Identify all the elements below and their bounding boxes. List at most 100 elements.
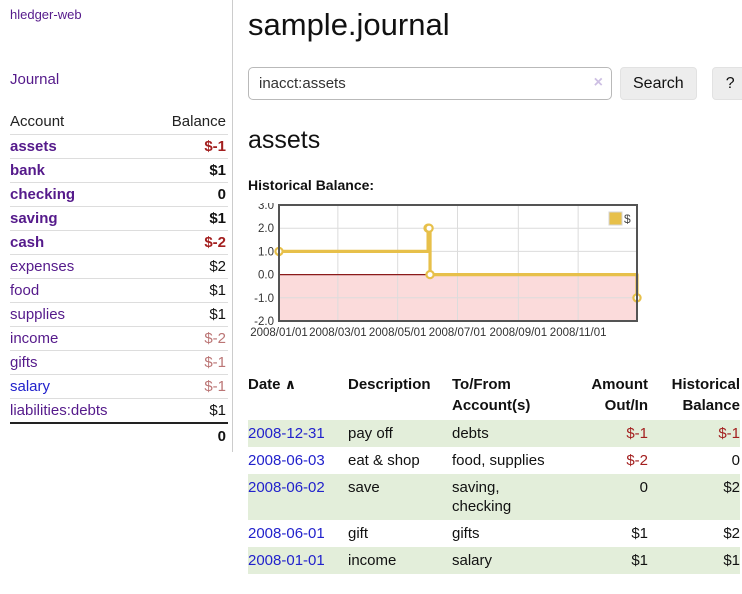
account-link-assets[interactable]: assets: [10, 138, 57, 155]
account-balance: $1: [209, 210, 226, 227]
accounts-header-row: Account Balance: [10, 109, 228, 135]
account-row: income $-2: [10, 327, 228, 351]
transaction-accounts: saving, checking: [452, 479, 512, 515]
transaction-amount: $-1: [626, 425, 648, 442]
transaction-balance: $2: [723, 525, 740, 542]
accounts-total-spacer: [10, 423, 148, 448]
account-row: assets $-1: [10, 135, 228, 159]
svg-text:1.0: 1.0: [258, 246, 274, 258]
transaction-description: income: [348, 552, 397, 569]
register-col-date[interactable]: Date ∧: [248, 376, 297, 393]
register-col-amount: Amount Out/In: [591, 376, 648, 414]
account-balance: $-1: [204, 354, 226, 371]
register-row: 2008-06-01 gift gifts $1 $2: [248, 520, 740, 547]
transaction-description: pay off: [348, 425, 393, 442]
svg-text:3.0: 3.0: [258, 203, 274, 212]
account-balance: $-2: [204, 234, 226, 251]
transaction-date-link[interactable]: 2008-06-03: [248, 452, 325, 469]
transaction-balance: 0: [731, 452, 740, 469]
transaction-amount: 0: [639, 479, 648, 496]
account-link-liabilities:debts[interactable]: liabilities:debts: [10, 402, 108, 419]
search-form: × Search ?: [248, 67, 742, 100]
register-table: Date ∧ Description To/From Account(s) Am…: [248, 372, 740, 574]
account-row: bank $1: [10, 159, 228, 183]
accounts-total-row: 0: [10, 423, 228, 448]
transaction-accounts: debts: [452, 425, 489, 442]
sidebar: hledger-web Journal Account Balance asse…: [0, 0, 233, 452]
svg-text:-1.0: -1.0: [254, 293, 274, 305]
account-link-cash[interactable]: cash: [10, 234, 45, 251]
account-balance: 0: [217, 186, 226, 203]
transaction-balance: $-1: [718, 425, 740, 442]
account-row: cash $-2: [10, 231, 228, 255]
historical-balance-chart: $3.0 2.0 1.0 0.0 -1.0 -2.0 2008/01/01 2008/03/0…: [248, 203, 742, 348]
account-heading: assets: [248, 126, 321, 154]
account-link-expenses[interactable]: expenses: [10, 258, 75, 275]
search-box: ×: [248, 67, 612, 100]
accounts-table: Account Balance assets $-1 bank $1 checking 0…: [10, 109, 228, 448]
account-link-food[interactable]: food: [10, 282, 40, 299]
svg-text:2008/09/01: 2008/09/01: [490, 327, 548, 339]
account-link-bank[interactable]: bank: [10, 162, 46, 179]
search-input[interactable]: [248, 67, 612, 100]
register-col-description: Description: [348, 376, 431, 393]
accounts-col-balance: Balance: [171, 113, 226, 130]
svg-text:2.0: 2.0: [258, 223, 274, 235]
account-row: checking 0: [10, 183, 228, 207]
account-balance: $-1: [204, 378, 226, 395]
sidebar-item-journal[interactable]: Journal: [10, 71, 60, 88]
account-link-checking[interactable]: checking: [10, 186, 76, 203]
transaction-date-link[interactable]: 2008-06-01: [248, 525, 325, 542]
account-balance: $2: [209, 258, 226, 275]
svg-text:2008/01/01: 2008/01/01: [250, 327, 308, 339]
register-row: 2008-01-01 income salary $1 $1: [248, 547, 740, 574]
search-button[interactable]: Search: [620, 67, 697, 100]
page-title: sample.journal: [248, 7, 450, 42]
account-link-income[interactable]: income: [10, 330, 59, 347]
brand-link[interactable]: hledger-web: [10, 7, 82, 22]
account-row: saving $1: [10, 207, 228, 231]
account-row: supplies $1: [10, 303, 228, 327]
account-link-gifts[interactable]: gifts: [10, 354, 38, 371]
account-row: gifts $-1: [10, 351, 228, 375]
transaction-amount: $-2: [626, 452, 648, 469]
transaction-date-link[interactable]: 2008-01-01: [248, 552, 325, 569]
account-balance: $-1: [204, 138, 226, 155]
clear-search-icon[interactable]: ×: [593, 74, 603, 91]
register-row: 2008-06-02 save saving, checking 0 $2: [248, 474, 740, 520]
account-row: expenses $2: [10, 255, 228, 279]
transaction-accounts: gifts: [452, 525, 480, 542]
register-row: 2008-06-03 eat & shop food, supplies $-2 0: [248, 447, 740, 474]
help-button[interactable]: ?: [711, 67, 742, 100]
main-content: sample.journal × Search ? assets Histori…: [233, 0, 742, 594]
account-balance: $1: [209, 282, 226, 299]
account-row: liabilities:debts $1: [10, 399, 228, 423]
register-row: 2008-12-31 pay off debts $-1 $-1: [248, 420, 740, 447]
account-link-supplies[interactable]: supplies: [10, 306, 66, 323]
register-col-accounts: To/From Account(s): [452, 376, 531, 414]
transaction-balance: $2: [723, 479, 740, 496]
register-col-balance: Historical Balance: [671, 376, 740, 414]
svg-text:2008/05/01: 2008/05/01: [369, 327, 427, 339]
transaction-date-link[interactable]: 2008-12-31: [248, 425, 325, 442]
account-balance: $1: [209, 306, 226, 323]
account-row: food $1: [10, 279, 228, 303]
svg-text:2008/07/01: 2008/07/01: [429, 327, 487, 339]
account-row: salary $-1: [10, 375, 228, 399]
svg-text:2008/11/01: 2008/11/01: [550, 327, 607, 339]
register-header-row: Date ∧ Description To/From Account(s) Am…: [248, 372, 740, 420]
transaction-date-link[interactable]: 2008-06-02: [248, 479, 325, 496]
transaction-description: eat & shop: [348, 452, 420, 469]
account-link-salary[interactable]: salary: [10, 378, 51, 395]
svg-text:2008/03/01: 2008/03/01: [309, 327, 367, 339]
transaction-description: gift: [348, 525, 369, 542]
account-link-saving[interactable]: saving: [10, 210, 58, 227]
account-balance: $1: [209, 162, 226, 179]
svg-text:0.0: 0.0: [258, 270, 274, 282]
accounts-col-account: Account: [10, 113, 65, 130]
transaction-amount: $1: [631, 552, 648, 569]
transaction-balance: $1: [723, 552, 740, 569]
sidebar-total-balance: 0: [217, 428, 226, 445]
